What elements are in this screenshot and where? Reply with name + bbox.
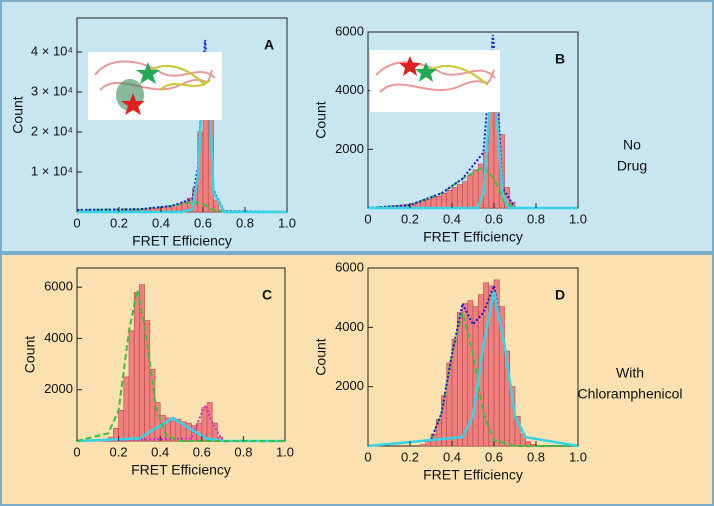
- bottom-panel: [0, 253, 714, 506]
- y-tick-label: 2000: [335, 141, 364, 156]
- y-axis-label: Count: [10, 96, 26, 133]
- fit-curve: [367, 34, 578, 209]
- inset-b: [370, 50, 500, 112]
- x-tick-label: 0.6: [194, 215, 212, 230]
- y-tick-label: 4000: [335, 82, 364, 97]
- structure: [149, 65, 211, 91]
- x-tick-label: 0.6: [193, 444, 211, 459]
- x-tick-label: 0.4: [151, 444, 169, 459]
- panel-letter: C: [262, 287, 272, 303]
- x-tick-label: 0: [364, 449, 371, 464]
- y-tick-label: 3 × 10⁴: [31, 83, 73, 98]
- fit-curve: [367, 291, 579, 448]
- y-tick-label: 6000: [335, 259, 364, 274]
- x-axis-label: FRET Efficiency: [423, 229, 523, 245]
- x-tick-label: 0.2: [110, 215, 128, 230]
- x-tick-label: 0: [73, 215, 80, 230]
- row-label: Chloramphenicol: [577, 386, 682, 402]
- row-label: No: [623, 137, 641, 153]
- y-tick-label: 4000: [335, 319, 364, 334]
- bar: [472, 169, 479, 209]
- top-panel: [0, 0, 714, 253]
- x-axis-label: FRET Efficiency: [132, 233, 232, 249]
- y-tick-label: 6000: [44, 279, 73, 294]
- x-tick-label: 0.4: [152, 215, 170, 230]
- panel-letter: B: [555, 51, 565, 67]
- bar: [451, 187, 458, 209]
- x-tick-label: 0.2: [110, 444, 128, 459]
- bar: [435, 195, 442, 209]
- y-axis-label: Count: [313, 101, 329, 138]
- bar: [430, 197, 437, 209]
- fit-curve: [367, 165, 578, 209]
- bar: [425, 441, 432, 447]
- star-red: [121, 93, 145, 115]
- x-tick-label: 0.2: [401, 211, 419, 226]
- inset-a: [88, 52, 222, 120]
- x-tick-label: 0.4: [443, 449, 461, 464]
- x-tick-label: 0.8: [236, 215, 254, 230]
- panel-letter: A: [264, 37, 274, 53]
- star-red: [399, 56, 421, 76]
- bar: [118, 409, 125, 442]
- row-label: Drug: [617, 158, 647, 174]
- bar: [472, 306, 479, 447]
- star-green: [136, 62, 160, 84]
- x-tick-label: 0.8: [527, 449, 545, 464]
- bar: [425, 198, 432, 209]
- structure: [375, 61, 496, 93]
- row-label: With: [616, 365, 644, 381]
- y-tick-label: 1 × 10⁴: [31, 163, 73, 178]
- x-axis-label: FRET Efficiency: [423, 467, 523, 483]
- plots: 0 0.2 0.4 0.6 0.8 1.0 1 × 10⁴ 2 × 10⁴ 3 × 10⁴ 4 ×…: [10, 17, 587, 483]
- panel-letter: D: [555, 287, 565, 303]
- y-tick-label: 4000: [44, 330, 73, 345]
- y-tick-label: 2000: [44, 381, 73, 396]
- star-green: [415, 62, 437, 82]
- bar: [213, 199, 220, 213]
- x-tick-label: 0.4: [443, 211, 461, 226]
- y-axis-label: Count: [22, 336, 38, 373]
- bar: [451, 338, 458, 447]
- x-tick-label: 0.6: [485, 211, 503, 226]
- bar: [446, 190, 453, 209]
- x-tick-label: 0.2: [401, 449, 419, 464]
- fit-curve: [76, 289, 285, 442]
- x-tick-label: 1.0: [278, 215, 296, 230]
- x-axis-label: FRET Efficiency: [131, 462, 231, 478]
- x-tick-label: 0: [73, 444, 80, 459]
- bar: [456, 184, 463, 209]
- bar: [128, 330, 135, 442]
- structure: [429, 65, 489, 86]
- x-tick-label: 1.0: [569, 449, 587, 464]
- x-tick-label: 1.0: [569, 211, 587, 226]
- bar: [133, 292, 140, 442]
- x-tick-label: 0.8: [234, 444, 252, 459]
- bar: [420, 444, 427, 447]
- x-tick-label: 0.8: [527, 211, 545, 226]
- bar: [462, 181, 469, 209]
- y-tick-label: 2 × 10⁴: [31, 123, 73, 138]
- bar: [441, 193, 448, 209]
- bar: [467, 175, 474, 209]
- y-tick-label: 4 × 10⁴: [31, 43, 73, 58]
- y-tick-label: 6000: [335, 23, 364, 38]
- x-tick-label: 1.0: [276, 444, 294, 459]
- x-tick-label: 0: [364, 211, 371, 226]
- y-tick-label: 2000: [335, 378, 364, 393]
- bar: [123, 376, 130, 442]
- y-axis-label: Count: [313, 338, 329, 375]
- x-tick-label: 0.6: [485, 449, 503, 464]
